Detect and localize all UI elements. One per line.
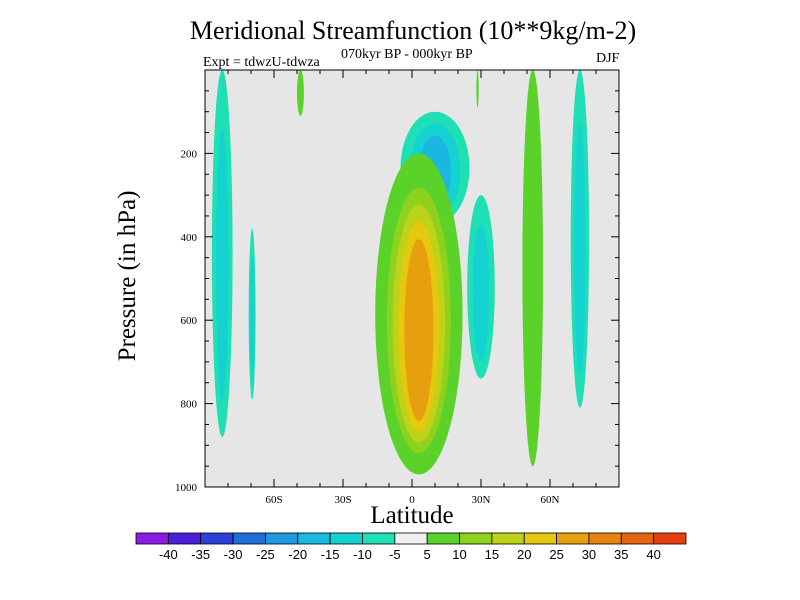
colorbar-swatch <box>265 532 299 545</box>
x-tick-label: 30S <box>334 494 351 506</box>
colorbar-label: 5 <box>424 547 431 562</box>
colorbar-swatch <box>394 532 428 545</box>
y-tick-label: 400 <box>181 232 198 244</box>
contour-region-small-positive-patch-30N <box>476 70 479 108</box>
colorbar-swatch <box>362 532 396 545</box>
chart-title: Meridional Streamfunction (10**9kg/m-2) <box>189 16 637 45</box>
colorbar-label: 25 <box>549 547 563 562</box>
colorbar-swatch <box>588 532 622 545</box>
experiment-label: Expt = tdwzU-tdwza <box>203 55 320 70</box>
x-axis-label: Latitude <box>370 502 454 529</box>
y-tick-label: 200 <box>181 148 198 160</box>
colorbar-label: -5 <box>389 547 401 562</box>
contour-layer <box>211 70 590 475</box>
colorbar-swatch <box>653 532 687 545</box>
colorbar-label: -35 <box>191 547 210 562</box>
colorbar-label: -15 <box>321 547 340 562</box>
colorbar-label: 30 <box>582 547 596 562</box>
colorbar-label: 15 <box>485 547 499 562</box>
colorbar-swatch <box>620 532 655 545</box>
colorbar-swatch <box>232 532 266 545</box>
contour-region-southern-polar-band <box>211 70 233 437</box>
colorbar-label: -10 <box>353 547 372 562</box>
colorbar-swatch <box>556 532 590 545</box>
colorbar-label: 20 <box>517 547 531 562</box>
contour-region-southern-midlat-strip <box>248 228 256 400</box>
colorbar: -40 -35 -30 -25 -20 -15 -10 -5 5 10 15 20 25 30 35 40 <box>135 532 687 562</box>
contour-region-tropical-positive-cell <box>375 153 463 475</box>
season-label: DJF <box>596 51 620 66</box>
axes: 200 400 600 800 1000 60S 30S 0 30N 60N <box>175 69 620 506</box>
chart-subtitle: 070kyr BP - 000kyr BP <box>341 47 473 62</box>
contour-region-small-positive-patch-40S <box>297 70 304 116</box>
colorbar-swatch <box>167 532 202 545</box>
colorbar-swatch <box>426 532 460 545</box>
colorbar-swatch <box>491 532 525 545</box>
colorbar-label: 40 <box>646 547 660 562</box>
contour-region-northern-highlat-negative-band <box>570 70 590 408</box>
x-tick-label: 30N <box>472 494 491 506</box>
x-tick-label: 60S <box>265 494 282 506</box>
colorbar-label: 10 <box>452 547 466 562</box>
y-axis-label: Pressure (in hPa) <box>114 190 141 362</box>
contour-fill <box>250 255 255 383</box>
colorbar-label: -40 <box>159 547 178 562</box>
contour-fill <box>404 239 434 421</box>
colorbar-swatch <box>329 532 363 545</box>
contour-fill <box>526 133 539 427</box>
colorbar-swatch <box>135 532 169 545</box>
contour-fill <box>472 224 490 361</box>
y-tick-label: 600 <box>181 315 198 327</box>
y-tick-label: 800 <box>181 399 198 411</box>
y-tick-label: 1000 <box>175 482 198 494</box>
colorbar-swatch <box>200 532 234 545</box>
x-tick-label: 60N <box>541 494 560 506</box>
colorbar-swatch <box>297 532 331 545</box>
colorbar-swatch <box>459 532 493 545</box>
colorbar-label: -20 <box>288 547 307 562</box>
x-tick-label: 0 <box>409 494 415 506</box>
contour-fill <box>216 128 229 401</box>
contour-fill <box>297 70 304 116</box>
colorbar-label: 35 <box>614 547 628 562</box>
colorbar-label: -30 <box>224 547 243 562</box>
contour-region-northern-midlat-positive-band <box>522 70 544 467</box>
contour-region-subtropical-negative-lobe <box>467 195 495 379</box>
colorbar-swatch <box>523 532 557 545</box>
contour-fill <box>476 70 479 108</box>
contour-fill <box>574 124 586 374</box>
colorbar-label: -25 <box>256 547 275 562</box>
